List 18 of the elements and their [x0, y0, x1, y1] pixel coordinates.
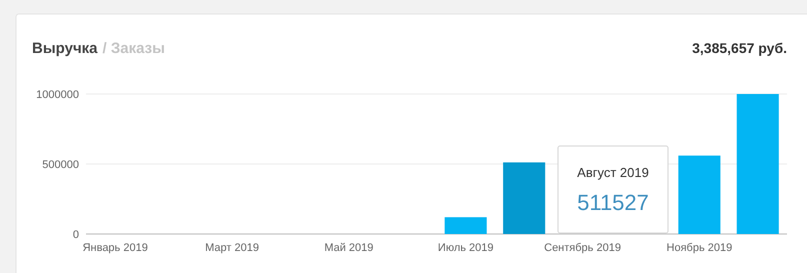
y-tick-label: 0 — [72, 228, 79, 241]
x-tick-label: Май 2019 — [324, 242, 374, 254]
y-tick-label: 500000 — [42, 158, 79, 171]
bar — [736, 94, 779, 234]
x-tick-label: Ноябрь 2019 — [666, 242, 732, 254]
x-tick-label: Март 2019 — [205, 242, 259, 254]
bar — [678, 156, 720, 234]
x-tick-label: Июль 2019 — [438, 242, 494, 254]
bar — [503, 162, 546, 234]
text: 3,385,657 руб. — [692, 40, 787, 56]
x-tick-label: Январь 2019 — [82, 242, 148, 254]
annotation: 511527 — [577, 190, 649, 215]
annotation: Август 2019 — [577, 165, 649, 180]
x-tick-label: Сентябрь 2019 — [544, 242, 621, 254]
chart-title: Выручка — [32, 40, 98, 57]
bar — [444, 217, 487, 234]
y-tick-label: 1000000 — [36, 88, 79, 101]
chart-subtitle: / Заказы — [102, 40, 165, 57]
